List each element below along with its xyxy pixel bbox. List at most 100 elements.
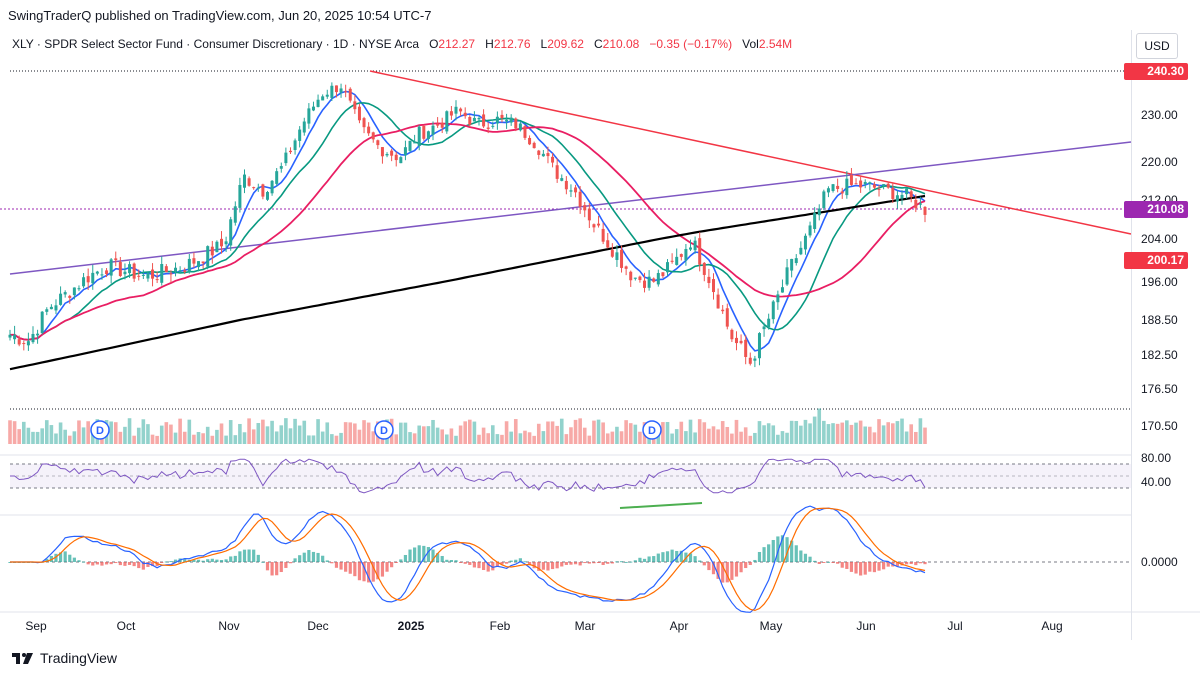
macd-histogram-bar: [436, 553, 440, 562]
candle-body: [914, 199, 918, 209]
volume-bar: [780, 431, 785, 444]
macd-histogram-bar: [868, 562, 872, 572]
ascending-trendline: [9, 141, 1132, 275]
currency-button[interactable]: USD: [1136, 33, 1178, 59]
candle-body: [472, 117, 476, 122]
candle-body: [344, 91, 348, 93]
macd-histogram-bar: [445, 559, 449, 562]
macd-histogram-bar: [647, 556, 651, 562]
candle-body: [528, 137, 532, 145]
macd-histogram-bar: [376, 562, 380, 580]
macd-histogram-bar: [173, 559, 178, 562]
macd-histogram-bar: [854, 562, 858, 574]
volume-bar: [58, 422, 63, 444]
macd-histogram-bar: [422, 545, 426, 562]
volume-bar: [366, 422, 371, 444]
volume-bar: [536, 423, 541, 444]
candle-body: [197, 261, 201, 268]
rsi-tick-label: 80.00: [1141, 451, 1171, 465]
macd-histogram-bar: [665, 551, 670, 562]
volume-bar: [877, 419, 881, 444]
volume-bar: [26, 427, 31, 444]
macd-histogram-bar: [877, 562, 881, 571]
macd-histogram-bar: [744, 562, 748, 569]
candle-body: [348, 88, 352, 101]
candle-body: [826, 188, 830, 193]
volume-bar: [339, 432, 343, 444]
volume-bar: [688, 419, 693, 444]
symbol-title[interactable]: XLY · SPDR Select Sector Fund · Consumer…: [12, 37, 420, 51]
macd-histogram-bar: [118, 562, 122, 566]
macd-histogram-bar: [624, 561, 628, 563]
candle-body: [417, 126, 421, 146]
macd-histogram-bar: [923, 562, 927, 565]
ma-200-line: [9, 194, 926, 371]
candle-body: [670, 260, 674, 262]
volume-bar: [164, 422, 169, 444]
macd-histogram-bar: [206, 559, 210, 562]
macd-histogram-bar: [863, 562, 867, 575]
candle-body: [59, 293, 63, 305]
macd-histogram-bar: [49, 555, 53, 562]
tradingview-logo[interactable]: TradingView: [12, 650, 117, 666]
macd-histogram-bar: [371, 562, 375, 582]
candle-body: [891, 187, 895, 199]
candle-body: [744, 339, 748, 358]
volume-bar: [702, 422, 707, 444]
time-tick-label: Aug: [1041, 619, 1062, 633]
macd-histogram-bar: [298, 555, 302, 562]
volume-bar: [587, 435, 592, 444]
candle-body: [813, 213, 817, 229]
candle-body: [449, 111, 453, 116]
candle-body: [201, 261, 205, 264]
candle-body: [385, 154, 389, 156]
macd-histogram-bar: [845, 562, 849, 569]
volume-bar: [150, 434, 155, 444]
volume-bar: [118, 431, 123, 444]
candle-body: [909, 191, 913, 197]
ma-short-line: [10, 90, 926, 352]
volume-bar: [472, 421, 477, 444]
volume-bar: [559, 418, 564, 444]
candle-body: [422, 125, 426, 139]
macd-histogram-bar: [905, 562, 909, 565]
macd-histogram-bar: [872, 562, 877, 573]
macd-histogram-bar: [164, 561, 168, 563]
volume-bar: [173, 432, 178, 444]
candle-body: [233, 206, 237, 223]
candle-body: [13, 334, 17, 340]
candle-body: [376, 140, 380, 146]
macd-histogram-bar: [307, 550, 311, 562]
volume-bar: [771, 425, 776, 444]
macd-histogram-bar: [578, 562, 582, 566]
volume-bar: [44, 420, 49, 444]
volume-bar: [394, 434, 399, 444]
macd-pane: [8, 505, 1131, 613]
candle-body: [868, 182, 872, 185]
volume-bar: [270, 420, 274, 444]
volume-bar: [900, 418, 904, 444]
volume-bar: [196, 432, 201, 444]
candle-body: [174, 267, 178, 272]
candle-body: [293, 140, 297, 150]
volume-bar: [86, 421, 90, 444]
candle-body: [551, 156, 555, 163]
volume-bar: [362, 420, 366, 444]
volume-bar: [113, 422, 118, 444]
candle-body: [367, 126, 371, 134]
macd-histogram-bar: [390, 562, 394, 568]
macd-histogram-bar: [339, 562, 343, 570]
volume-bar: [334, 435, 339, 444]
volume-bar: [242, 432, 247, 444]
macd-histogram-bar: [573, 562, 578, 565]
volume-bar: [854, 422, 858, 444]
time-tick-label: Feb: [490, 619, 511, 633]
macd-histogram-bar: [656, 553, 660, 562]
volume-bar: [215, 429, 219, 444]
dividend-label: D: [96, 425, 104, 437]
macd-histogram-bar: [348, 562, 352, 574]
macd-histogram-bar: [160, 562, 164, 563]
candle-body: [220, 238, 224, 247]
candle-body: [560, 178, 564, 181]
